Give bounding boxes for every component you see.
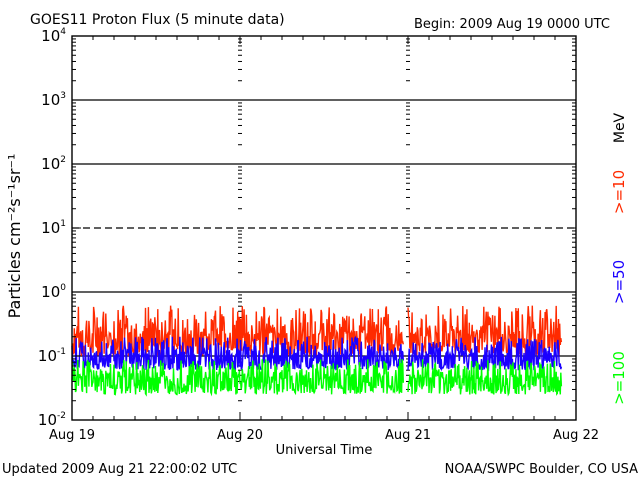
y-tick-label: 104 <box>41 27 66 45</box>
updated-timestamp: Updated 2009 Aug 21 22:00:02 UTC <box>2 462 237 477</box>
x-tick-label: Aug 19 <box>49 428 95 443</box>
legend-label: >=50 <box>610 260 628 304</box>
y-axis-label: Particles cm⁻²s⁻¹sr⁻¹ <box>5 154 24 319</box>
legend-label: >=10 <box>610 170 628 214</box>
y-tick-label: 10-2 <box>38 411 66 429</box>
credit-text: NOAA/SWPC Boulder, CO USA <box>445 462 638 477</box>
chart-title: GOES11 Proton Flux (5 minute data) <box>30 12 285 28</box>
x-tick-label: Aug 22 <box>553 428 599 443</box>
y-tick-label: 101 <box>41 219 66 237</box>
y-tick-label: 102 <box>41 155 66 173</box>
x-axis-label: Universal Time <box>276 443 373 458</box>
series-line <box>71 359 563 397</box>
x-tick-label: Aug 21 <box>385 428 431 443</box>
legend-label: >=100 <box>610 351 628 405</box>
y-tick-label: 103 <box>41 91 66 109</box>
series-line <box>71 305 563 358</box>
x-tick-label: Aug 20 <box>217 428 263 443</box>
y-tick-label: 10-1 <box>38 347 66 365</box>
right-axis-unit: MeV <box>612 112 628 143</box>
begin-time: Begin: 2009 Aug 19 0000 UTC <box>414 17 610 32</box>
y-tick-label: 100 <box>41 283 66 301</box>
